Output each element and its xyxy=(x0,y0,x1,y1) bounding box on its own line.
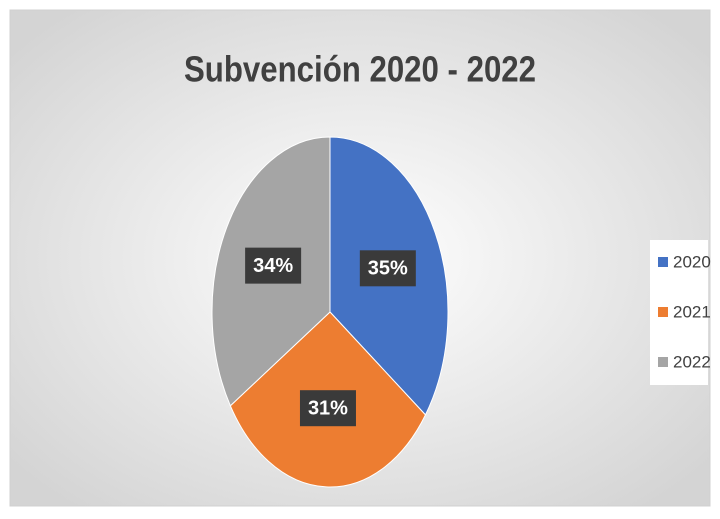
data-label-box xyxy=(245,247,302,284)
data-label-box xyxy=(299,390,356,427)
legend-swatch xyxy=(658,357,668,367)
data-label: 31% xyxy=(308,397,348,419)
legend-label: 2022 xyxy=(673,352,711,371)
legend-label: 2020 xyxy=(673,252,711,271)
legend-swatch xyxy=(658,307,668,317)
legend-label: 2021 xyxy=(673,302,711,321)
chart-title: Subvención 2020 - 2022 xyxy=(184,49,536,90)
data-label: 35% xyxy=(368,258,408,280)
legend-swatch xyxy=(658,257,668,267)
data-label-box xyxy=(359,250,416,287)
data-label: 34% xyxy=(253,255,293,277)
